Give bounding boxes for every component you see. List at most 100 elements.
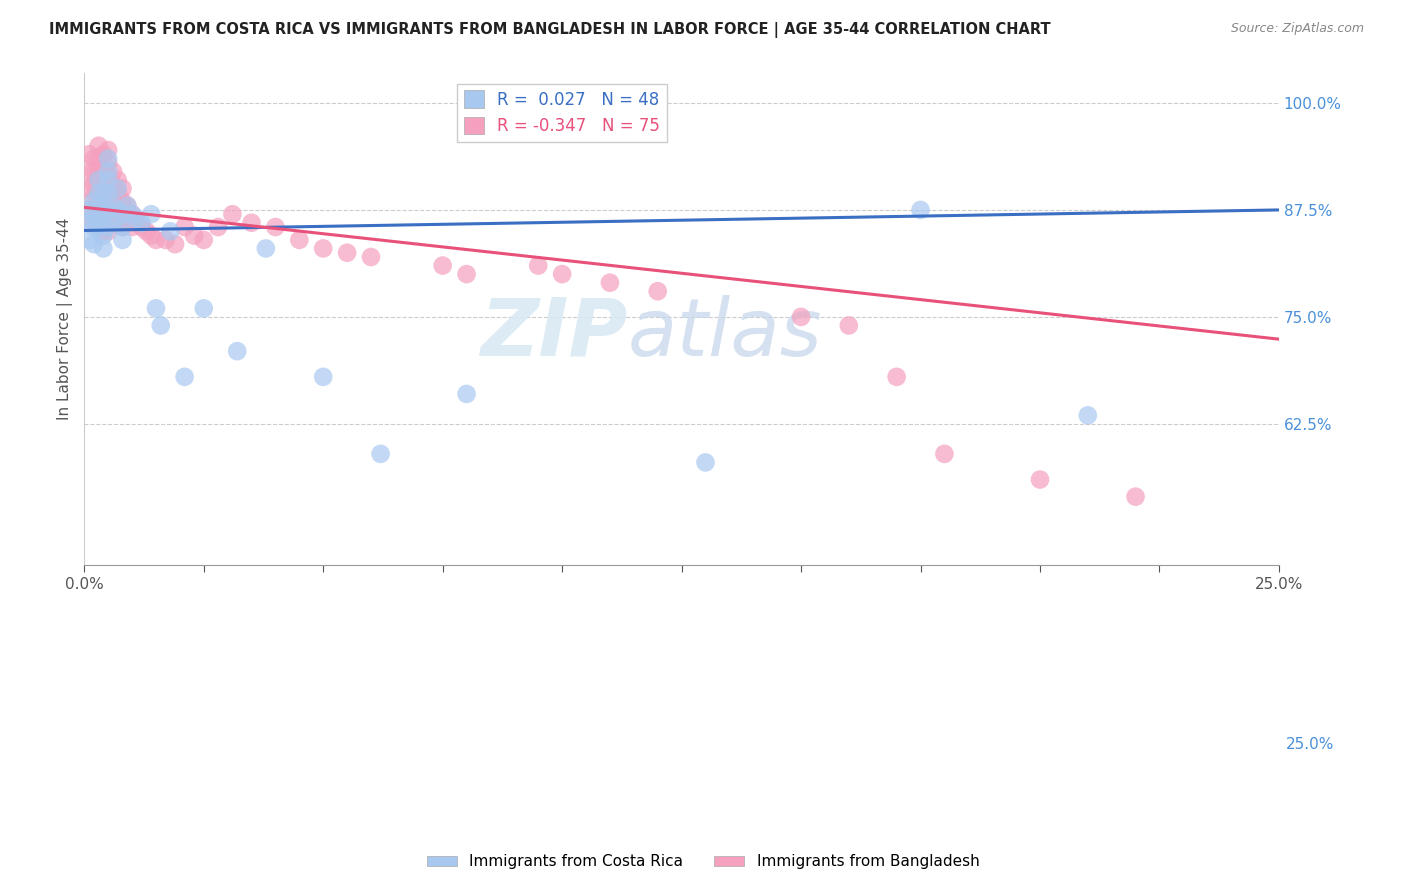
Point — [97, 181, 120, 195]
Point — [790, 310, 813, 324]
Point — [107, 202, 129, 217]
Point — [121, 207, 143, 221]
Point — [125, 216, 148, 230]
Point — [910, 202, 932, 217]
Point — [77, 147, 100, 161]
Point — [87, 152, 110, 166]
Point — [121, 220, 143, 235]
Point — [695, 455, 717, 469]
Text: 25.0%: 25.0% — [1286, 738, 1334, 752]
Point — [111, 207, 134, 221]
Point — [97, 173, 120, 187]
Point — [77, 233, 100, 247]
Point — [173, 369, 195, 384]
Point — [599, 276, 621, 290]
Text: IMMIGRANTS FROM COSTA RICA VS IMMIGRANTS FROM BANGLADESH IN LABOR FORCE | AGE 35: IMMIGRANTS FROM COSTA RICA VS IMMIGRANTS… — [49, 22, 1050, 38]
Point — [97, 194, 120, 209]
Point — [117, 199, 139, 213]
Point — [97, 220, 120, 235]
Point — [101, 190, 124, 204]
Point — [97, 156, 120, 170]
Point — [87, 186, 110, 200]
Point — [83, 194, 105, 209]
Point — [77, 202, 100, 217]
Point — [97, 186, 120, 200]
Point — [93, 160, 115, 174]
Point — [83, 190, 105, 204]
Point — [93, 173, 115, 187]
Point — [93, 186, 115, 200]
Point — [934, 447, 956, 461]
Point — [111, 220, 134, 235]
Point — [77, 216, 100, 230]
Point — [193, 301, 215, 316]
Point — [183, 228, 205, 243]
Text: ZIP: ZIP — [481, 295, 628, 373]
Point — [1125, 490, 1147, 504]
Point — [117, 199, 139, 213]
Point — [131, 220, 153, 235]
Point — [456, 267, 478, 281]
Point — [93, 216, 115, 230]
Legend: R =  0.027   N = 48, R = -0.347   N = 75: R = 0.027 N = 48, R = -0.347 N = 75 — [457, 84, 666, 142]
Point — [360, 250, 382, 264]
Point — [312, 242, 335, 256]
Point — [97, 224, 120, 238]
Point — [155, 233, 177, 247]
Point — [527, 259, 550, 273]
Point — [131, 216, 153, 230]
Text: atlas: atlas — [628, 295, 823, 373]
Point — [107, 181, 129, 195]
Point — [551, 267, 574, 281]
Point — [93, 199, 115, 213]
Point — [93, 202, 115, 217]
Point — [87, 194, 110, 209]
Point — [107, 216, 129, 230]
Point — [101, 178, 124, 192]
Point — [336, 245, 359, 260]
Point — [264, 220, 287, 235]
Point — [87, 220, 110, 235]
Point — [111, 181, 134, 195]
Point — [83, 220, 105, 235]
Point — [107, 186, 129, 200]
Point — [101, 199, 124, 213]
Point — [107, 199, 129, 213]
Point — [838, 318, 860, 333]
Point — [145, 233, 167, 247]
Point — [87, 173, 110, 187]
Point — [254, 242, 277, 256]
Point — [97, 207, 120, 221]
Point — [135, 224, 157, 238]
Point — [1077, 409, 1099, 423]
Point — [312, 369, 335, 384]
Point — [111, 233, 134, 247]
Point — [111, 194, 134, 209]
Point — [83, 152, 105, 166]
Point — [93, 147, 115, 161]
Point — [240, 216, 263, 230]
Point — [370, 447, 392, 461]
Point — [141, 207, 163, 221]
Point — [97, 169, 120, 183]
Point — [221, 207, 243, 221]
Point — [149, 318, 172, 333]
Point — [87, 164, 110, 178]
Point — [141, 228, 163, 243]
Point — [87, 178, 110, 192]
Point — [121, 207, 143, 221]
Point — [93, 186, 115, 200]
Point — [83, 237, 105, 252]
Point — [83, 164, 105, 178]
Point — [101, 202, 124, 217]
Point — [97, 164, 120, 178]
Point — [173, 220, 195, 235]
Point — [93, 228, 115, 243]
Point — [159, 224, 181, 238]
Point — [193, 233, 215, 247]
Point — [647, 285, 669, 299]
Point — [165, 237, 187, 252]
Point — [111, 220, 134, 235]
Point — [97, 143, 120, 157]
Point — [77, 164, 100, 178]
